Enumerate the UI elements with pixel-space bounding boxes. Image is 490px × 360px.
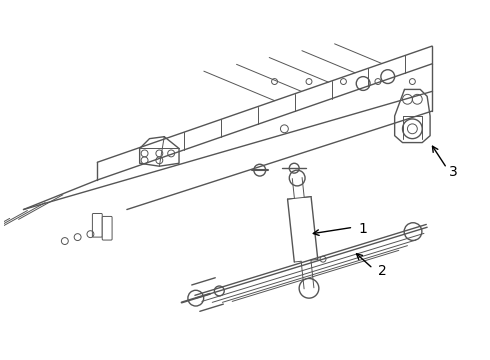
- FancyBboxPatch shape: [102, 216, 112, 240]
- Text: 2: 2: [378, 264, 387, 278]
- Text: 3: 3: [449, 165, 458, 179]
- Text: 1: 1: [358, 222, 367, 236]
- FancyBboxPatch shape: [93, 213, 102, 237]
